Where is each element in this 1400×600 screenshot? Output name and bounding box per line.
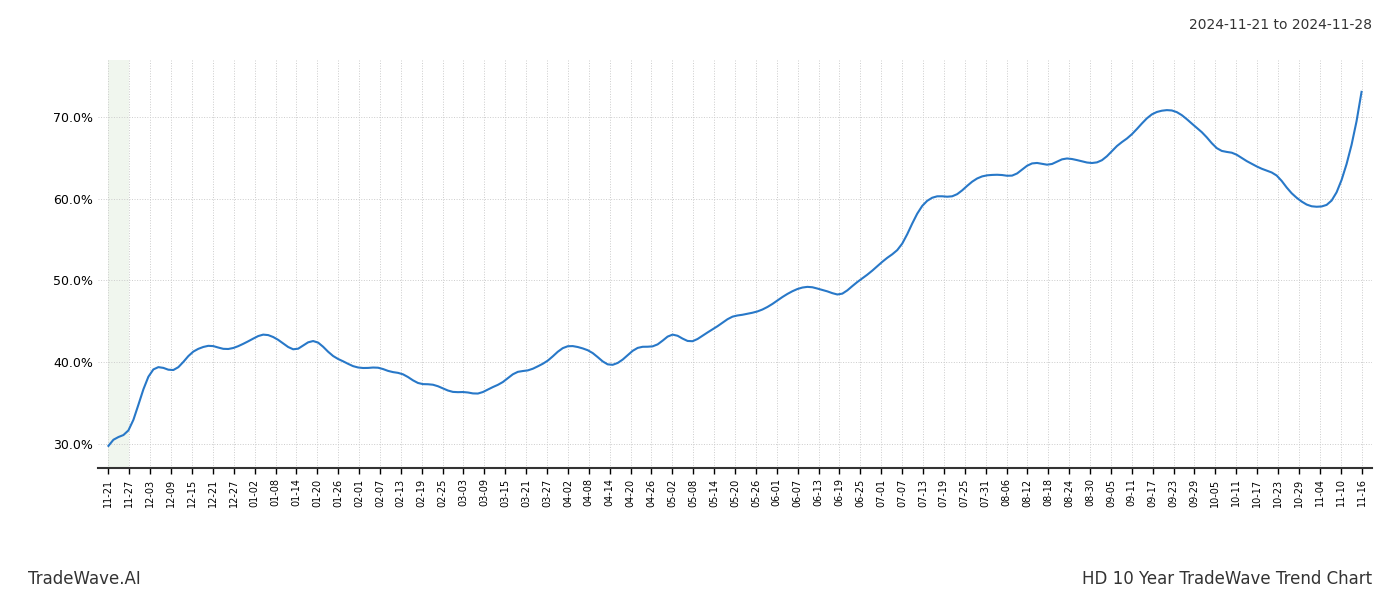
Text: HD 10 Year TradeWave Trend Chart: HD 10 Year TradeWave Trend Chart [1082,570,1372,588]
Text: TradeWave.AI: TradeWave.AI [28,570,141,588]
Text: 2024-11-21 to 2024-11-28: 2024-11-21 to 2024-11-28 [1189,18,1372,32]
Bar [108,60,129,468]
